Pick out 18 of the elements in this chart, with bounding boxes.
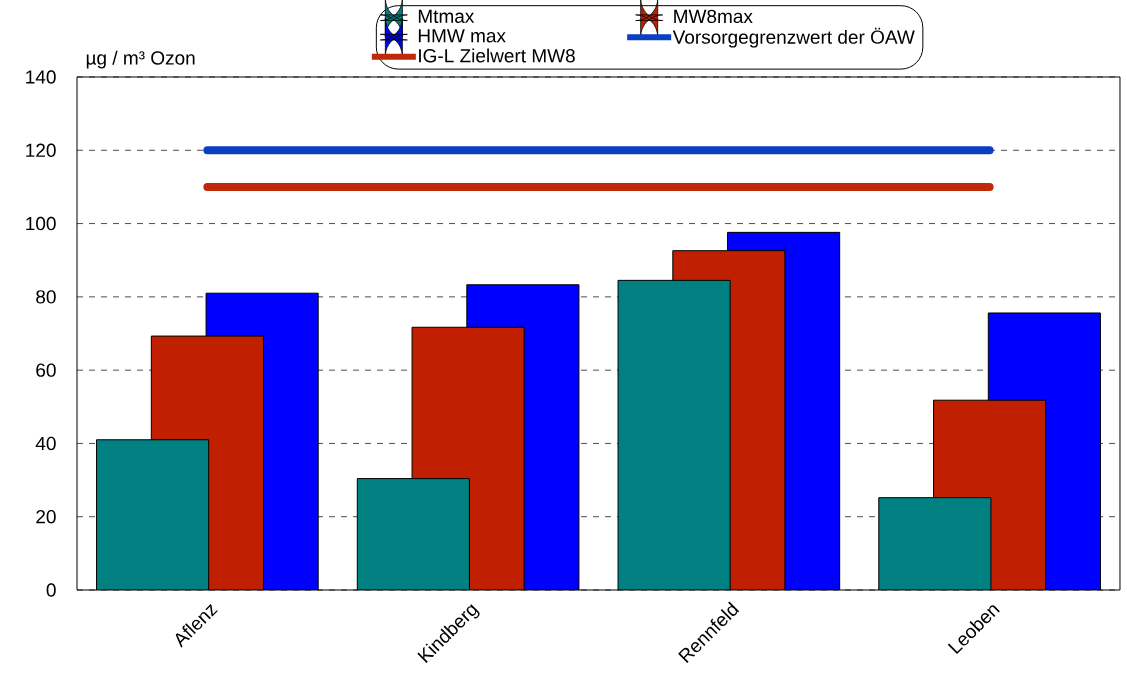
- y-axis-title: µg / m³ Ozon: [86, 50, 195, 69]
- legend-label: Mtmax: [418, 9, 475, 24]
- y-tick-label: 120: [26, 143, 56, 158]
- y-tick-label: 60: [36, 363, 56, 377]
- y-tick-label: 140: [26, 70, 56, 84]
- bar: [96, 439, 209, 590]
- legend-label: MW8max: [674, 9, 753, 24]
- bar: [357, 478, 470, 590]
- y-tick-label: 100: [26, 216, 56, 231]
- legend-label: IG-L Zielwert MW8: [419, 48, 575, 63]
- y-tick-label: 40: [35, 436, 56, 451]
- y-tick-label: 0: [46, 583, 56, 597]
- legend-label: Vorsorgegrenzwert der ÖAW: [672, 27, 915, 48]
- bar: [878, 497, 992, 590]
- y-tick-label: 80: [36, 290, 56, 304]
- y-tick-label: 20: [36, 509, 56, 524]
- bar: [618, 280, 731, 590]
- legend-label: HMW max: [418, 29, 506, 43]
